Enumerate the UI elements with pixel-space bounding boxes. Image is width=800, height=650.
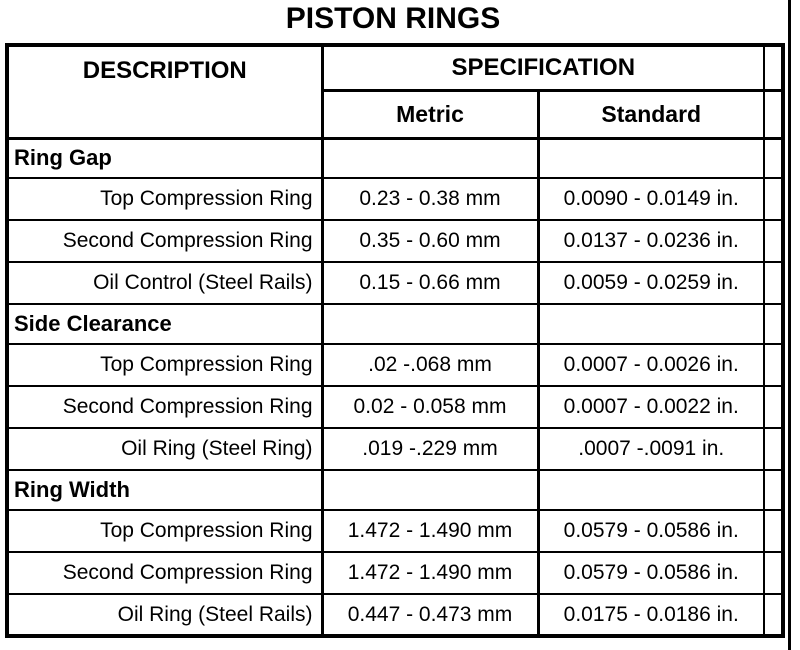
description-cell: Oil Ring (Steel Rails) [6,593,323,637]
edge-column-cell [763,261,784,305]
description-cell: Oil Ring (Steel Ring) [6,427,323,471]
metric-cell: 0.23 - 0.38 mm [320,177,539,221]
edge-column-cell [763,44,784,92]
empty-standard-cell [536,303,765,345]
spec-row: Top Compression Ring 0.23 - 0.38 mm 0.00… [6,177,784,221]
table-header-row-2: Metric Standard [7,89,784,140]
empty-metric-cell [320,469,539,511]
description-cell: Top Compression Ring [6,177,323,221]
spec-row: Second Compression Ring 0.02 - 0.058 mm … [6,385,784,429]
table-header-row-1: DESCRIPTION SPECIFICATION [6,44,784,140]
metric-cell: 0.02 - 0.058 mm [320,385,539,429]
standard-cell: 0.0007 - 0.0026 in. [536,343,765,387]
section-row-ring-gap: Ring Gap [6,137,784,179]
page-edge-line [788,0,791,650]
metric-cell: .02 -.068 mm [320,343,539,387]
standard-cell: 0.0579 - 0.0586 in. [536,551,765,595]
description-cell: Second Compression Ring [6,551,323,595]
section-row-side-clearance: Side Clearance [6,303,784,345]
description-cell: Top Compression Ring [6,343,323,387]
spec-row: Oil Ring (Steel Rails) 0.447 - 0.473 mm … [6,593,784,637]
section-name: Ring Width [6,469,323,511]
metric-header: Metric [320,89,539,140]
standard-header: Standard [536,89,765,140]
edge-column-cell [763,427,784,471]
metric-cell: 0.35 - 0.60 mm [320,219,539,263]
edge-column-cell [763,303,784,345]
section-name: Ring Gap [6,137,323,179]
metric-cell: 1.472 - 1.490 mm [320,509,539,553]
spec-row: Oil Control (Steel Rails) 0.15 - 0.66 mm… [6,261,784,305]
spec-row: Top Compression Ring .02 -.068 mm 0.0007… [6,343,784,387]
spec-row: Second Compression Ring 1.472 - 1.490 mm… [6,551,784,595]
spec-row: Second Compression Ring 0.35 - 0.60 mm 0… [6,219,784,263]
standard-cell: 0.0579 - 0.0586 in. [536,509,765,553]
specification-header: SPECIFICATION [320,44,765,92]
edge-column-cell [763,385,784,429]
description-header: DESCRIPTION [6,44,323,140]
empty-standard-cell [536,469,765,511]
standard-cell: 0.0059 - 0.0259 in. [536,261,765,305]
page-title: PISTON RINGS [285,2,501,35]
description-cell: Second Compression Ring [6,385,323,429]
edge-column-cell [763,343,784,387]
standard-cell: 0.0175 - 0.0186 in. [536,593,765,637]
empty-standard-cell [536,137,765,179]
section-row-ring-width: Ring Width [6,469,784,511]
description-cell: Second Compression Ring [6,219,323,263]
metric-cell: 1.472 - 1.490 mm [320,551,539,595]
edge-column-cell [763,551,784,595]
edge-column-cell [763,593,784,637]
description-cell: Oil Control (Steel Rails) [6,261,323,305]
spec-row: Oil Ring (Steel Ring) .019 -.229 mm .000… [6,427,784,471]
empty-metric-cell [320,137,539,179]
standard-cell: 0.0007 - 0.0022 in. [536,385,765,429]
description-cell: Top Compression Ring [6,509,323,553]
edge-column-cell [763,219,784,263]
spec-row: Top Compression Ring 1.472 - 1.490 mm 0.… [6,509,784,553]
edge-column-cell [763,469,784,511]
metric-cell: 0.447 - 0.473 mm [320,593,539,637]
metric-cell: 0.15 - 0.66 mm [320,261,539,305]
empty-metric-cell [320,303,539,345]
standard-cell: .0007 -.0091 in. [536,427,765,471]
piston-rings-spec-table: DESCRIPTION SPECIFICATION Metric Standar… [5,43,785,638]
edge-column-cell [763,89,784,140]
section-name: Side Clearance [6,303,323,345]
edge-column-cell [763,137,784,179]
standard-cell: 0.0137 - 0.0236 in. [536,219,765,263]
edge-column-cell [763,177,784,221]
metric-cell: .019 -.229 mm [320,427,539,471]
edge-column-cell [763,509,784,553]
standard-cell: 0.0090 - 0.0149 in. [536,177,765,221]
